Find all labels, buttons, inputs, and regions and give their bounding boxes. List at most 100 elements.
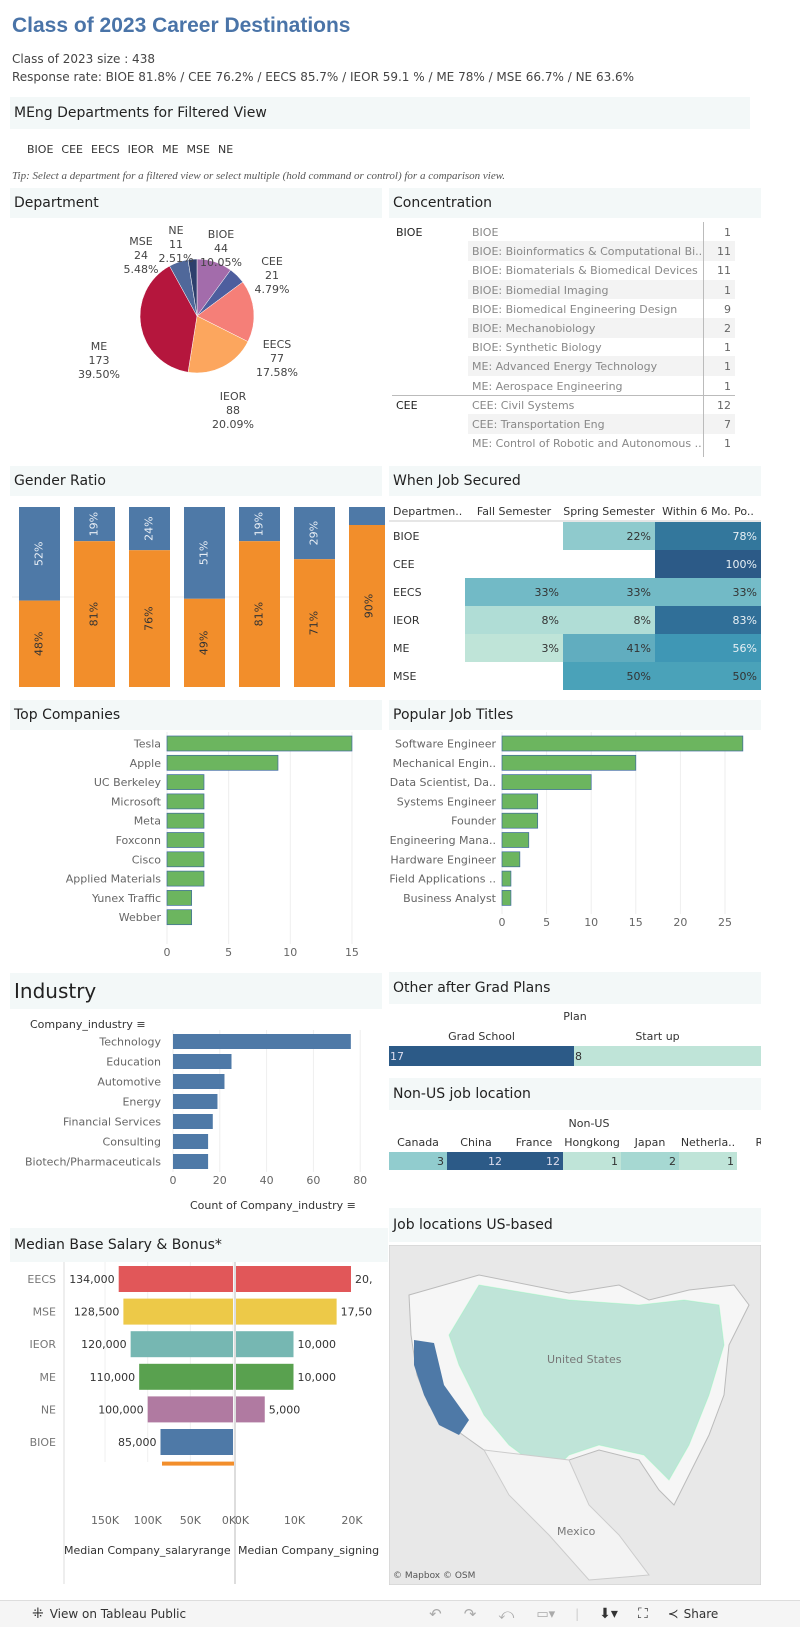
gender-bar-male-me[interactable] [239, 541, 280, 687]
title-bar[interactable] [501, 812, 539, 829]
title-bar[interactable] [501, 793, 539, 810]
company-bar[interactable] [166, 793, 205, 810]
country-bar[interactable] [563, 1152, 621, 1170]
concentration-row[interactable]: BIOE: Biomaterials & Biomedical Devices 1… [468, 260, 735, 280]
concentration-row[interactable]: CEE: Transportation Eng 7 [468, 414, 735, 434]
country-bar[interactable] [389, 1152, 447, 1170]
filter-option-cee[interactable]: CEE [61, 143, 83, 156]
concentration-row[interactable]: BIOE 1 [468, 222, 735, 242]
plan-bar[interactable] [389, 1046, 574, 1066]
undo-icon[interactable]: ↶ [429, 1605, 442, 1623]
title-bar[interactable] [501, 851, 521, 868]
share-icon[interactable]: ≺ [667, 1606, 679, 1622]
pie-slice-ieor[interactable] [187, 315, 249, 374]
gender-bar-male-bioe[interactable] [19, 600, 60, 687]
industry-bar[interactable] [173, 1114, 213, 1129]
company-bar[interactable] [166, 851, 205, 868]
title-bar[interactable] [501, 735, 744, 752]
base-salary-bar[interactable] [139, 1363, 233, 1390]
concentration-row[interactable]: BIOE: Biomedial Imaging 1 [468, 279, 735, 300]
bonus-bar[interactable] [236, 1363, 294, 1390]
company-bar[interactable] [166, 754, 279, 771]
department-filter[interactable]: BIOE CEE EECS IEOR ME MSE NE [27, 138, 241, 157]
gender-bar-male-eecs[interactable] [129, 550, 170, 687]
country-bar[interactable] [505, 1152, 563, 1170]
base-salary-bar[interactable] [160, 1429, 233, 1455]
title-bar[interactable] [501, 832, 530, 848]
plan-bar[interactable] [574, 1046, 761, 1066]
base-salary-bar[interactable] [123, 1298, 233, 1325]
gender-bar-female-ieor[interactable] [184, 507, 225, 599]
concentration-row[interactable]: BIOE: Biomedical Engineering Design 9 [468, 299, 735, 319]
heatmap-cell[interactable] [465, 606, 563, 634]
pie-slice-me[interactable] [139, 265, 198, 373]
view-on-tableau-link[interactable]: View on Tableau Public [49, 1607, 187, 1621]
heatmap-cell[interactable] [655, 634, 761, 662]
concentration-row[interactable]: BIOE: Bioinformatics & Computational Bi.… [468, 241, 735, 261]
base-salary-bar[interactable] [147, 1396, 233, 1423]
title-bar[interactable] [501, 774, 592, 790]
fullscreen-icon[interactable]: ⛶ [637, 1606, 648, 1622]
filter-option-ieor[interactable]: IEOR [127, 143, 155, 156]
bonus-bar[interactable] [236, 1298, 337, 1325]
gender-bar-female-me[interactable] [239, 507, 280, 542]
heatmap-cell[interactable] [563, 522, 655, 550]
industry-bar[interactable] [173, 1054, 232, 1069]
gender-bar-female-ne[interactable] [349, 507, 385, 525]
pie-slice-eecs[interactable] [196, 281, 255, 342]
company-bar[interactable] [166, 735, 353, 752]
bonus-bar[interactable] [236, 1396, 265, 1423]
heatmap-cell[interactable] [655, 578, 761, 606]
us-map[interactable]: United States Mexico © Mapbox © OSM [389, 1245, 761, 1585]
industry-bar[interactable] [173, 1134, 209, 1149]
concentration-row[interactable]: ME: Control of Robotic and Autonomous ..… [468, 433, 735, 453]
concentration-row[interactable]: CEE: Civil Systems 12 [468, 395, 735, 415]
gender-bar-male-mse[interactable] [294, 559, 335, 687]
filter-option-mse[interactable]: MSE [186, 143, 210, 156]
company-bar[interactable] [166, 832, 205, 848]
title-bar[interactable] [501, 754, 637, 771]
company-bar[interactable] [166, 909, 193, 926]
heatmap-cell[interactable] [655, 662, 761, 690]
industry-bar[interactable] [173, 1034, 351, 1049]
download-icon[interactable]: ⬇▾ [599, 1606, 618, 1622]
concentration-table[interactable]: BIOE BIOE 1 BIOE: Bioinformatics & Computat… [392, 222, 767, 457]
concentration-row[interactable]: BIOE: Mechanobiology 2 [468, 318, 735, 338]
gender-bar-male-ne[interactable] [349, 525, 385, 687]
filter-option-ne[interactable]: NE [217, 143, 234, 156]
heatmap-cell[interactable] [655, 550, 761, 578]
share-button[interactable]: Share [683, 1607, 719, 1621]
heatmap-cell[interactable] [563, 606, 655, 634]
base-salary-bar[interactable] [130, 1331, 233, 1358]
title-bar[interactable] [501, 890, 512, 906]
company-bar[interactable] [166, 890, 193, 906]
gender-bar-male-cee[interactable] [74, 541, 115, 687]
country-bar[interactable] [447, 1152, 505, 1170]
country-bar[interactable] [621, 1152, 679, 1170]
revert-icon[interactable]: ⤺ [498, 1605, 515, 1623]
industry-bar[interactable] [173, 1154, 209, 1169]
gender-bar-male-ieor[interactable] [184, 598, 225, 687]
company-bar[interactable] [166, 870, 205, 887]
redo-icon[interactable]: ↷ [463, 1605, 477, 1623]
heatmap-cell[interactable] [465, 634, 563, 662]
bonus-bar[interactable] [236, 1331, 294, 1358]
gender-bar-female-bioe[interactable] [19, 507, 60, 601]
filter-option-eecs[interactable]: EECS [91, 143, 120, 156]
gender-bar-female-eecs[interactable] [129, 507, 170, 551]
concentration-row[interactable]: BIOE: Synthetic Biology 1 [468, 337, 735, 357]
heatmap-cell[interactable] [465, 578, 563, 606]
concentration-row[interactable]: ME: Aerospace Engineering 1 [468, 376, 735, 396]
heatmap-cell[interactable] [655, 606, 761, 634]
industry-bar[interactable] [173, 1074, 225, 1089]
base-salary-bar[interactable] [118, 1266, 233, 1292]
heatmap-cell[interactable] [563, 634, 655, 662]
filter-option-bioe[interactable]: BIOE [27, 143, 54, 156]
pie-slice-ne[interactable] [187, 258, 198, 317]
title-bar[interactable] [501, 870, 512, 887]
heatmap-cell[interactable] [655, 522, 761, 550]
country-bar[interactable] [679, 1152, 737, 1170]
concentration-row[interactable]: ME: Advanced Energy Technology 1 [468, 356, 735, 376]
refresh-icon[interactable]: ▭▾ [536, 1606, 556, 1622]
company-bar[interactable] [166, 774, 205, 790]
